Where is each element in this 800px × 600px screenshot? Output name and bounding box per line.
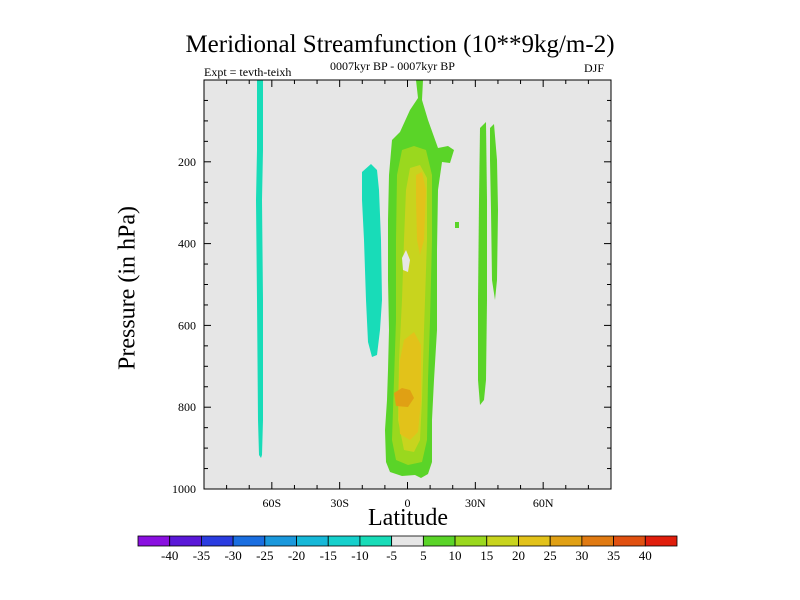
colorbar-swatch <box>581 535 614 547</box>
x-tick-label: 60N <box>533 496 554 510</box>
y-axis-label: Pressure (in hPa) <box>114 206 141 370</box>
colorbar-label: -15 <box>320 548 337 563</box>
chart-title: Meridional Streamfunction (10**9kg/m-2) <box>185 31 615 58</box>
colorbar-swatch <box>169 535 202 547</box>
x-axis-label: Latitude <box>368 505 448 531</box>
season-label: DJF <box>584 61 605 75</box>
y-tick-label: 200 <box>178 155 196 169</box>
colorbar-swatch <box>391 535 424 547</box>
colorbar-label: 15 <box>480 548 493 563</box>
y-tick-label: 600 <box>178 318 196 332</box>
colorbar-label: -40 <box>161 548 178 563</box>
colorbar-swatch <box>422 535 456 547</box>
colorbar-label: 35 <box>607 548 620 563</box>
colorbar: -40 -35 -30 -25 -20 -15 -10 -5 5 10 15 20 25 30 35 40 <box>137 535 678 563</box>
contour-positive-small-dot <box>455 222 459 228</box>
y-tick-label: 800 <box>178 400 196 414</box>
colorbar-swatch <box>613 535 646 547</box>
contour-positive-20 <box>398 332 421 440</box>
period-label: 0007kyr BP - 0007kyr BP <box>330 59 455 73</box>
x-tick-label: 60S <box>262 496 281 510</box>
y-tick-label: 1000 <box>172 482 196 496</box>
colorbar-swatch <box>232 535 266 547</box>
colorbar-swatch <box>549 535 583 547</box>
colorbar-label: 20 <box>512 548 525 563</box>
contour-positive-25 <box>394 388 414 407</box>
colorbar-label: 40 <box>639 548 652 563</box>
contour-positive-30n-streak <box>478 122 487 405</box>
colorbar-swatch <box>296 535 329 547</box>
x-tick-label: 0 <box>405 496 411 510</box>
colorbar-swatch <box>264 535 297 547</box>
colorbar-label: 30 <box>575 548 588 563</box>
contour-near-zero-hole <box>402 250 410 272</box>
colorbar-label: 5 <box>420 548 427 563</box>
x-axis: 60S 30S 0 30N 60N <box>203 80 612 510</box>
contour-positive-40n-streak <box>490 124 498 300</box>
colorbar-swatch <box>201 535 234 547</box>
colorbar-label: -30 <box>224 548 241 563</box>
colorbar-label: -20 <box>288 548 305 563</box>
x-tick-label: 30N <box>465 496 486 510</box>
colorbar-swatch <box>486 535 519 547</box>
colorbar-swatch <box>137 535 171 547</box>
colorbar-swatch <box>644 535 678 547</box>
x-tick-label: 30S <box>330 496 349 510</box>
colorbar-label: 25 <box>544 548 557 563</box>
y-tick-label: 400 <box>178 237 196 251</box>
colorbar-label: -35 <box>193 548 210 563</box>
contour-negative-sh-blob <box>362 164 382 357</box>
colorbar-swatch <box>518 535 551 547</box>
colorbar-label: -5 <box>386 548 397 563</box>
colorbar-label: -25 <box>256 548 273 563</box>
contour-positive-20-upper <box>416 172 426 255</box>
colorbar-swatch <box>327 535 361 547</box>
experiment-label: Expt = tevth-teixh <box>204 65 292 79</box>
y-axis: 200 400 600 800 1000 <box>172 99 611 496</box>
colorbar-label: 10 <box>449 548 462 563</box>
contour-fill-group <box>256 80 498 478</box>
colorbar-label: -10 <box>351 548 368 563</box>
colorbar-swatch <box>359 535 393 547</box>
contour-negative-nh-streak <box>256 80 263 458</box>
colorbar-swatch <box>454 535 488 547</box>
